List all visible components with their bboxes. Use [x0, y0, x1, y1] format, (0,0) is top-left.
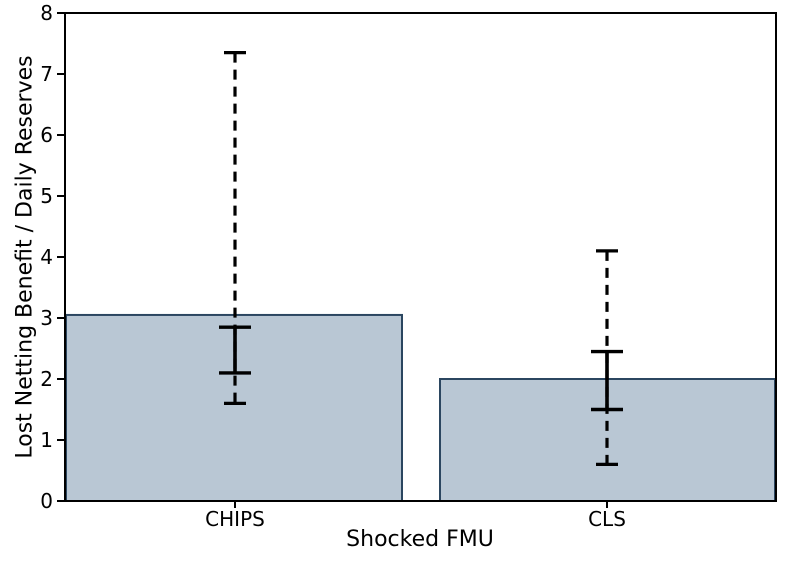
plot-area [57, 12, 777, 508]
y-tick-label-7: 7 [40, 62, 53, 86]
y-tick-label-1: 1 [40, 428, 53, 452]
y-tick-label-3: 3 [40, 306, 53, 330]
y-axis-title: Lost Netting Benefit / Daily Reserves [12, 55, 38, 459]
x-tick-label-cls: CLS [588, 507, 626, 531]
y-tick-label-6: 6 [40, 123, 53, 147]
y-tick-label-5: 5 [40, 184, 53, 208]
bar-chart-svg [57, 12, 777, 508]
x-tick-label-chips: CHIPS [205, 507, 265, 531]
y-tick-label-4: 4 [40, 245, 53, 269]
x-axis-title: Shocked FMU [346, 527, 494, 552]
y-tick-label-2: 2 [40, 367, 53, 391]
y-tick-label-0: 0 [40, 489, 53, 513]
y-tick-label-8: 8 [40, 1, 53, 25]
